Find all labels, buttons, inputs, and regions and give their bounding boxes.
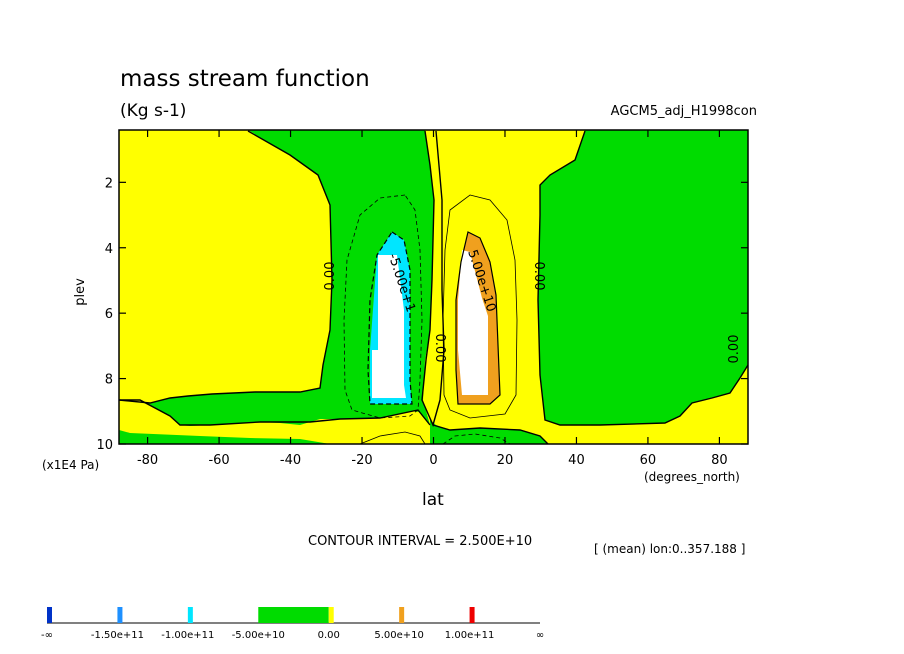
y-axis: 2 4 6 8 10 [96, 176, 748, 453]
contour-zero-nh [537, 130, 749, 426]
colorbar: -∞ -1.50e+11 -1.00e+11 -5.00e+10 0.00 5.00e+1… [41, 607, 544, 641]
colorbar-swatch [399, 607, 405, 623]
x-tick-label: -80 [137, 453, 158, 468]
colorbar-label: -5.00e+10 [232, 630, 285, 641]
contour-label: 0.00 [323, 262, 338, 291]
contour-bottom-dashed [442, 433, 511, 445]
y-tick-label: 6 [105, 307, 113, 322]
y-axis-units: (x1E4 Pa) [42, 458, 100, 472]
x-tick-label: 80 [711, 453, 728, 468]
colorbar-label: 1.00e+11 [445, 630, 495, 641]
x-tick-label: -20 [351, 453, 372, 468]
negative-region-bottom-center [430, 420, 548, 444]
colorbar-label: -1.50e+11 [91, 630, 144, 641]
contour-lines [118, 130, 749, 445]
x-tick-label: 20 [497, 453, 514, 468]
contour-neg-25 [343, 194, 423, 419]
x-axis: -80 -60 -40 -20 0 20 40 60 80 [137, 130, 728, 468]
colorbar-label: ∞ [536, 630, 544, 641]
chart-title: mass stream function [120, 66, 370, 92]
colorbar-swatch [258, 607, 329, 623]
x-axis-units: (degrees_north) [644, 470, 740, 484]
contour-label: 0.00 [531, 262, 546, 291]
colorbar-swatch [47, 607, 52, 623]
contour-zero-center [421, 130, 445, 428]
contour-zero-west [118, 130, 333, 404]
colorbar-swatch [328, 607, 334, 623]
y-axis-label: plev [73, 278, 88, 306]
mean-note: [ (mean) lon:0..357.188 ] [594, 542, 746, 556]
contour-pos-25 [442, 194, 518, 419]
colorbar-label: -1.00e+11 [161, 630, 214, 641]
contour-label: 0.00 [727, 335, 742, 364]
contour-zero-bottom-center [432, 424, 549, 445]
x-tick-label: 40 [568, 453, 585, 468]
contour-bottom-solid [359, 431, 426, 445]
negative-region-nh [538, 130, 748, 425]
contour-neg-50 [367, 231, 413, 405]
contour-label: 0.00 [432, 334, 447, 363]
colorbar-label: -∞ [41, 630, 53, 641]
dataset-name: AGCM5_adj_H1998con [610, 104, 757, 119]
x-tick-label: -60 [208, 453, 229, 468]
chart-units: (Kg s-1) [120, 101, 187, 121]
colorbar-label: 5.00e+10 [374, 630, 424, 641]
positive-region-west [119, 130, 332, 403]
contour-zero-bottom-west [119, 399, 431, 426]
x-tick-label: 60 [640, 453, 657, 468]
colorbar-swatch [187, 607, 193, 623]
contour-fills [119, 130, 748, 444]
colorbar-label: 0.00 [318, 630, 340, 641]
x-tick-label: 0 [429, 453, 437, 468]
x-tick-label: -40 [280, 453, 301, 468]
positive-core-strong [458, 250, 488, 395]
y-tick-label: 8 [105, 373, 113, 388]
y-tick-label: 10 [96, 438, 113, 453]
y-tick-label: 4 [105, 242, 113, 257]
x-axis-label: lat [422, 490, 444, 510]
contour-pos-50 [455, 231, 501, 405]
colorbar-swatch [117, 607, 123, 623]
negative-core-strong [372, 255, 406, 398]
colorbar-swatch [469, 607, 475, 623]
contour-interval: CONTOUR INTERVAL = 2.500E+10 [308, 534, 533, 549]
y-tick-label: 2 [105, 176, 113, 191]
